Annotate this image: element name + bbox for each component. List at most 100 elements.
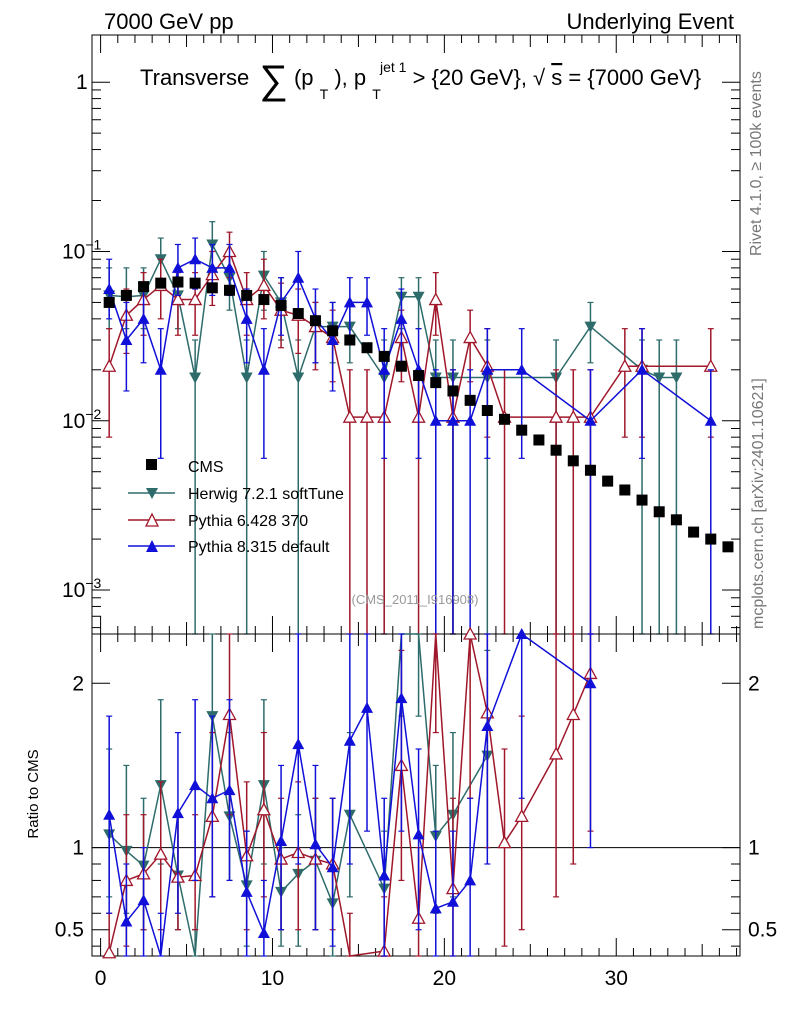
ratio-series	[102, 626, 598, 959]
title-part-3: ), p	[334, 65, 366, 90]
main-point-cms	[224, 284, 236, 296]
main-point-pythia6	[428, 292, 443, 306]
ratio-point-pythia8	[395, 692, 408, 704]
ratio-point-pythia8	[206, 792, 219, 804]
sum-symbol: ∑	[259, 58, 288, 102]
ratio-y-tick-label: 1	[72, 837, 84, 860]
main-point-cms	[206, 282, 218, 294]
x-tick-label: 0	[95, 967, 107, 990]
main-point-cms	[499, 413, 511, 425]
main-point-pythia8	[429, 414, 442, 426]
ratio-point-pythia6	[256, 802, 271, 816]
main-point-cms	[653, 506, 665, 518]
main-point-cms	[155, 277, 167, 289]
main-point-cms	[344, 334, 356, 346]
y-tick-base: 1	[76, 71, 88, 94]
ratio-point-pythia8	[481, 720, 494, 731]
main-panel: 110−110−210−3 Transverse ∑ (p T ), p T j…	[62, 34, 741, 635]
main-point-pythia8	[103, 283, 116, 295]
ratio-point-pythia8	[240, 885, 253, 897]
legend-marker-herwig	[146, 488, 158, 499]
ratio-point-pythia6	[463, 626, 478, 640]
title-sub-2: T	[372, 86, 381, 102]
y-tick-label: 1	[76, 71, 88, 94]
ratio-axis-title: Ratio to CMS	[25, 749, 42, 838]
main-point-pythia6	[102, 358, 117, 372]
title-part-6: = {7000 GeV}	[568, 65, 701, 90]
main-point-pythia8	[206, 261, 219, 273]
y-tick-base: 10	[62, 240, 85, 263]
title-word: Transverse	[140, 65, 249, 90]
ratio-point-pythia8	[584, 677, 597, 689]
main-point-pythia6	[617, 358, 632, 372]
main-line-herwig	[109, 241, 677, 381]
main-series	[102, 221, 734, 635]
main-point-pythia8	[154, 363, 167, 375]
main-pythia8	[103, 237, 717, 635]
main-cms	[103, 276, 734, 553]
main-point-pythia8	[189, 253, 202, 265]
main-point-pythia6	[463, 330, 478, 344]
ratio-point-pythia8	[361, 701, 374, 713]
ratio-y-tick-label: 0.5	[55, 919, 84, 942]
ratio-point-pythia8	[120, 915, 133, 927]
ratio-point-pythia8	[326, 861, 339, 873]
main-point-cms	[327, 325, 339, 337]
main-point-herwig	[670, 372, 683, 384]
ratio-y-tick-label-right: 2	[748, 672, 760, 695]
main-point-herwig	[292, 372, 305, 384]
y-tick-base: 10	[62, 579, 85, 602]
main-axis-ticks: 110−110−210−3	[62, 35, 740, 634]
main-point-cms	[722, 541, 734, 553]
ratio-point-pythia8	[429, 902, 442, 914]
ratio-point-pythia8	[257, 927, 270, 938]
main-point-cms	[138, 281, 150, 293]
y-tick-label: 10−3	[62, 575, 102, 602]
ratio-point-pythia8	[171, 807, 184, 819]
main-point-pythia8	[240, 312, 253, 324]
main-point-cms	[120, 289, 132, 301]
ratio-y-tick-label-right: 0.5	[748, 919, 777, 942]
main-point-pythia8	[343, 296, 356, 308]
main-point-herwig	[412, 291, 425, 303]
main-point-cms	[705, 533, 717, 545]
main-point-pythia8	[292, 271, 305, 283]
ratio-y-tick-label-right: 1	[748, 837, 760, 860]
ratio-point-pythia8	[137, 894, 150, 906]
main-point-pythia8	[171, 261, 184, 273]
plot-title: Transverse ∑ (p T ), p T jet 1 > {20 GeV…	[140, 52, 701, 104]
legend-label-pythia6: Pythia 6.428 370	[188, 513, 308, 530]
main-point-cms	[309, 315, 321, 327]
title-sub-1: T	[320, 86, 329, 102]
ratio-point-pythia8	[309, 838, 322, 850]
ratio-point-pythia8	[412, 828, 425, 840]
ratio-point-pythia8	[464, 874, 477, 886]
main-point-cms	[413, 370, 425, 382]
main-point-cms	[670, 514, 682, 526]
y-tick-label: 10−2	[62, 406, 102, 433]
legend: CMS Herwig 7.2.1 softTune Pythia 6.428 3…	[128, 459, 344, 556]
main-point-cms	[430, 377, 442, 389]
main-point-cms	[172, 276, 184, 288]
y-tick-exponent: −2	[85, 406, 101, 422]
title-part-4: > {20 GeV}, √	[413, 65, 546, 90]
rivet-version-label: Rivet 4.1.0, ≥ 100k events	[748, 71, 765, 256]
ratio-point-pythia8	[292, 738, 305, 750]
x-tick-label: 10	[261, 967, 284, 990]
y-tick-base: 10	[62, 410, 85, 433]
main-point-cms	[447, 385, 459, 397]
ratio-point-pythia6	[102, 945, 117, 959]
ratio-point-pythia8	[223, 784, 236, 796]
ratio-y-tick-label: 2	[72, 672, 84, 695]
main-point-herwig	[240, 372, 253, 384]
main-point-cms	[241, 289, 253, 301]
main-point-cms	[378, 350, 390, 362]
energy-label: 7000 GeV pp	[104, 9, 234, 34]
main-point-pythia6	[359, 409, 375, 423]
main-point-cms	[395, 360, 407, 372]
main-point-cms	[464, 394, 476, 406]
x-tick-label: 20	[433, 967, 456, 990]
legend-marker-pythia8	[146, 540, 158, 552]
legend-marker-cms	[146, 459, 157, 470]
